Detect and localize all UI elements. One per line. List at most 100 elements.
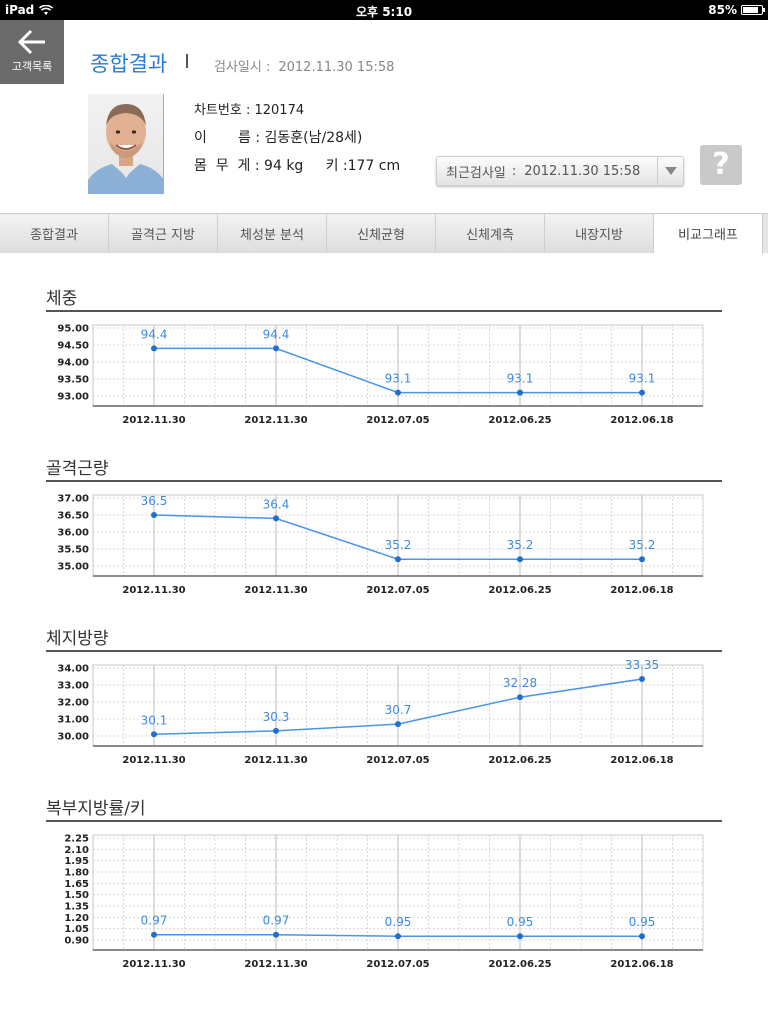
data-point <box>639 556 645 563</box>
y-tick-label: 0.90 <box>64 936 89 947</box>
data-point <box>273 727 279 734</box>
battery-icon <box>741 5 765 15</box>
chart-weight: 체중 95.00 94.50 94.00 93.50 93.00 2012.11.30 20… <box>46 284 722 426</box>
abdominal-fat-ratio-line-chart: 2.252.101.951.801.651.501.351.201.050.90… <box>64 834 704 970</box>
tab-body-measurement[interactable]: 신체계측 <box>436 214 545 253</box>
x-tick-label: 2012.07.05 <box>366 959 429 970</box>
chart-title-rule <box>46 650 722 652</box>
y-tick-label: 1.80 <box>64 868 89 879</box>
data-point <box>273 931 279 938</box>
chart-title-rule <box>46 820 722 822</box>
data-point <box>151 931 157 938</box>
y-tick-label: 93.50 <box>57 375 89 386</box>
exam-date-value: 2012.11.30 15:58 <box>278 60 395 75</box>
patient-body-measure: 몸 무 게 : 94 kg 키 :177 cm <box>194 158 401 174</box>
chart-title: 골격근량 <box>46 459 109 479</box>
x-tick-label: 2012.07.05 <box>366 415 429 426</box>
data-label: 33.35 <box>625 658 659 672</box>
data-label: 0.97 <box>141 914 168 928</box>
device-name: iPad <box>5 3 35 17</box>
data-point <box>517 556 523 563</box>
y-tick-label: 30.00 <box>57 732 89 743</box>
tab-bar-filler <box>763 214 768 253</box>
patient-avatar <box>88 104 163 194</box>
help-button[interactable]: ? <box>700 145 742 185</box>
y-tick-label: 35.50 <box>57 545 89 556</box>
chart-title-rule <box>46 310 722 312</box>
tab-visceral-fat[interactable]: 내장지방 <box>545 214 654 253</box>
y-tick-label: 94.00 <box>57 358 89 369</box>
y-tick-label: 37.00 <box>57 494 89 505</box>
chevron-down-icon[interactable] <box>657 157 683 185</box>
data-point <box>395 721 401 728</box>
chart-title-rule <box>46 480 722 482</box>
data-label: 93.1 <box>385 372 412 386</box>
chart-title: 체중 <box>46 289 78 309</box>
data-label: 36.4 <box>263 497 290 511</box>
x-tick-label: 2012.07.05 <box>366 755 429 766</box>
skeletal-muscle-line-chart: 37.00 36.50 36.00 35.50 35.00 2012.11.30 2012.… <box>57 494 704 596</box>
data-label: 30.7 <box>385 703 412 717</box>
y-tick-label: 93.00 <box>57 392 89 403</box>
chart-title: 체지방량 <box>46 629 109 649</box>
data-label: 30.1 <box>141 713 168 727</box>
data-label: 0.95 <box>385 915 412 929</box>
tab-body-composition[interactable]: 체성분 분석 <box>218 214 327 253</box>
x-tick-label: 2012.06.25 <box>488 585 551 596</box>
status-left: iPad <box>5 3 54 17</box>
data-label: 0.95 <box>629 915 656 929</box>
data-label: 93.1 <box>507 372 534 386</box>
recent-exam-label: 최근검사일 <box>446 165 506 181</box>
back-button-label: 고객목록 <box>11 60 53 73</box>
exam-datetime: 검사일시 : 2012.11.30 15:58 <box>214 56 394 75</box>
x-tick-label: 2012.06.25 <box>488 415 551 426</box>
x-tick-label: 2012.11.30 <box>244 959 307 970</box>
tab-skeletal-fat[interactable]: 골격근 지방 <box>109 214 218 253</box>
recent-exam-date-select[interactable]: 최근검사일 : 2012.11.30 15:58 <box>436 156 684 186</box>
body-fat-line-chart: 34.00 33.00 32.00 31.00 30.00 2012.11.30 2012.… <box>57 658 704 766</box>
exam-date-label: 검사일시 : <box>214 60 271 75</box>
data-label: 35.2 <box>629 538 656 552</box>
patient-name: 이 름 : 김동훈(남/28세) <box>194 130 363 146</box>
data-point <box>639 389 645 396</box>
x-tick-label: 2012.11.30 <box>122 585 185 596</box>
x-tick-label: 2012.06.18 <box>610 415 673 426</box>
x-tick-label: 2012.06.18 <box>610 585 673 596</box>
status-bar: iPad 오후 5:10 85% <box>0 0 768 20</box>
tab-body-balance[interactable]: 신체균형 <box>327 214 436 253</box>
data-label: 0.97 <box>263 914 290 928</box>
data-point <box>639 933 645 940</box>
x-tick-label: 2012.11.30 <box>244 585 307 596</box>
data-label: 36.5 <box>141 494 168 508</box>
back-to-customer-list-button[interactable]: 고객목록 <box>0 20 64 84</box>
data-label: 32.28 <box>503 676 537 690</box>
data-point <box>517 389 523 396</box>
y-tick-label: 2.25 <box>64 834 89 845</box>
back-arrow-icon <box>17 29 45 55</box>
chart-title: 복부지방률/키 <box>46 799 146 819</box>
y-tick-label: 1.50 <box>64 890 89 901</box>
x-tick-label: 2012.11.30 <box>122 959 185 970</box>
x-tick-label: 2012.07.05 <box>366 585 429 596</box>
data-point <box>517 694 523 701</box>
data-label: 35.2 <box>385 538 412 552</box>
tab-bar: 종합결과 골격근 지방 체성분 분석 신체균형 신체계측 내장지방 비교그래프 <box>0 213 768 254</box>
data-point <box>273 515 279 522</box>
data-point <box>151 731 157 738</box>
tab-comparison-graph[interactable]: 비교그래프 <box>654 214 763 254</box>
data-point <box>273 345 279 352</box>
status-time: 오후 5:10 <box>355 5 413 19</box>
chart-abdominal-fat-ratio: 복부지방률/키 2.25 2.10 1.95 1.80 1.65 1.50 1.35 1.20… <box>46 794 722 970</box>
data-label: 94.4 <box>263 327 290 341</box>
x-tick-label: 2012.11.30 <box>244 415 307 426</box>
x-tick-label: 2012.11.30 <box>244 755 307 766</box>
tab-summary[interactable]: 종합결과 <box>0 214 109 253</box>
y-tick-label: 35.00 <box>57 562 89 573</box>
x-tick-label: 2012.11.30 <box>122 755 185 766</box>
data-label: 94.4 <box>141 327 168 341</box>
data-point <box>395 389 401 396</box>
x-tick-label: 2012.11.30 <box>122 415 185 426</box>
data-label: 93.1 <box>629 372 656 386</box>
y-tick-label: 95.00 <box>57 324 89 335</box>
data-point <box>517 933 523 940</box>
